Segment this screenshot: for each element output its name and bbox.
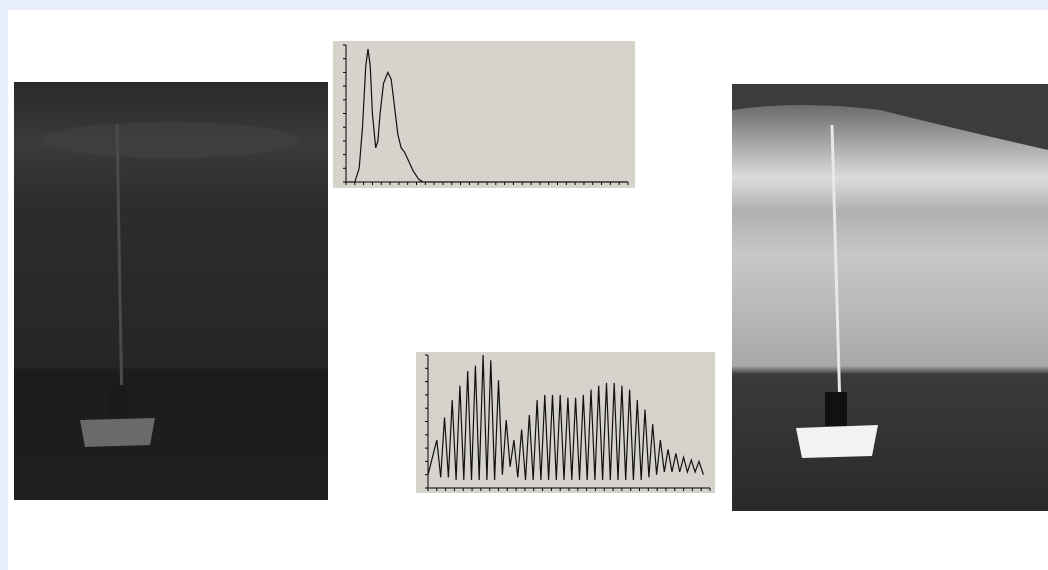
bright-photo <box>732 84 1048 511</box>
histogram-line <box>427 354 704 481</box>
histogram-line <box>346 49 628 183</box>
dark-photo <box>14 82 328 500</box>
histogram-panel <box>416 352 715 493</box>
histogram-panel <box>333 41 635 188</box>
